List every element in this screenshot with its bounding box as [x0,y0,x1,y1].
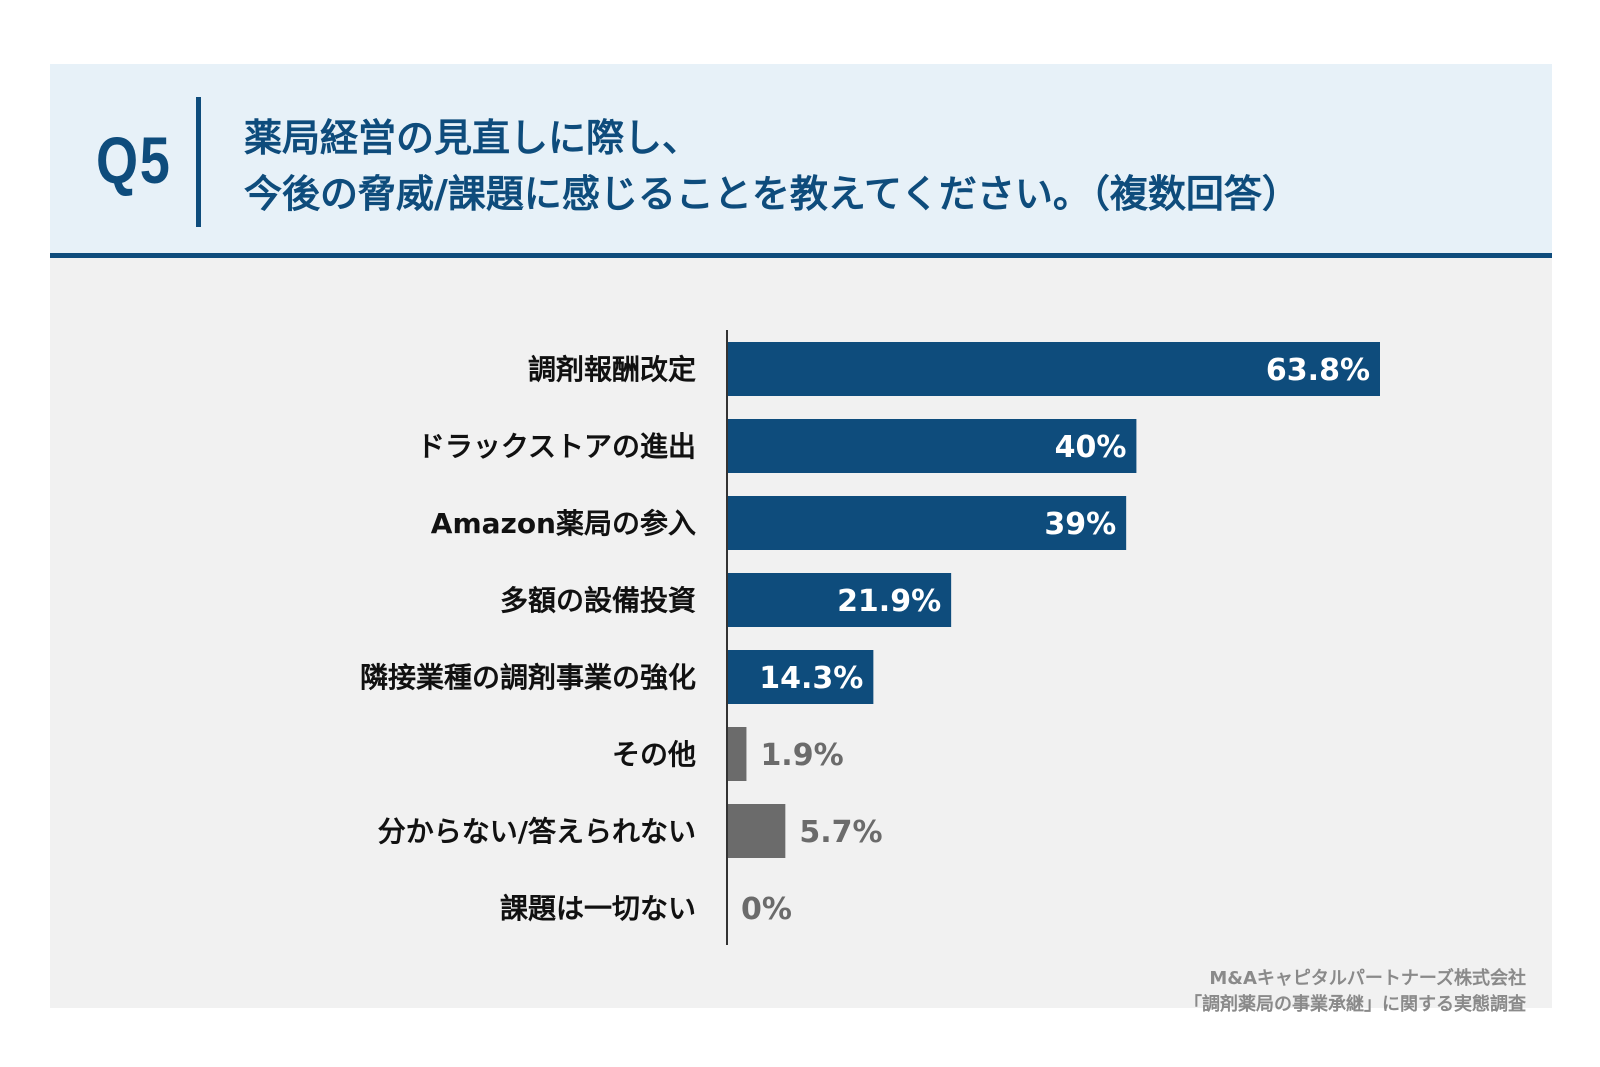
value-label: 39% [1044,507,1116,542]
value-label: 1.9% [760,738,843,773]
bar [727,727,747,781]
question-line-2: 今後の脅威/課題に感じることを教えてください。（複数回答） [244,172,1300,216]
question-number: Q5 [96,123,172,197]
value-label: 40% [1055,430,1127,465]
category-label: その他 [612,738,696,771]
category-label: 課題は一切ない [500,892,696,925]
bar [727,342,1380,396]
bar [727,496,1127,550]
question-header: Q5 薬局経営の見直しに際し、 今後の脅威/課題に感じることを教えてください。（… [50,64,1552,258]
value-label: 0% [741,892,792,927]
category-label: Amazon薬局の参入 [431,507,696,540]
header-divider [196,97,201,227]
question-line-1: 薬局経営の見直しに際し、 [244,116,701,160]
source-credit: M&Aキャピタルパートナーズ株式会社 「調剤薬局の事業承継」に関する実態調査 [1184,966,1526,1018]
bar [727,419,1137,473]
bar [727,650,874,704]
category-label: 分からない/答えられない [378,815,696,848]
category-label: ドラックストアの進出 [417,430,696,463]
bar [727,804,786,858]
value-label: 5.7% [799,815,882,850]
value-label: 21.9% [837,584,941,619]
value-label: 14.3% [759,661,863,696]
value-label: 63.8% [1266,353,1370,388]
category-label: 多額の設備投資 [500,584,696,617]
category-label: 隣接業種の調剤事業の強化 [360,661,696,694]
source-company: M&Aキャピタルパートナーズ株式会社 [1209,968,1526,989]
bar [727,573,952,627]
question-text: 薬局経営の見直しに際し、 今後の脅威/課題に感じることを教えてください。（複数回… [244,110,1300,222]
category-label: 調剤報酬改定 [528,353,696,386]
source-survey: 「調剤薬局の事業承継」に関する実態調査 [1184,994,1526,1015]
